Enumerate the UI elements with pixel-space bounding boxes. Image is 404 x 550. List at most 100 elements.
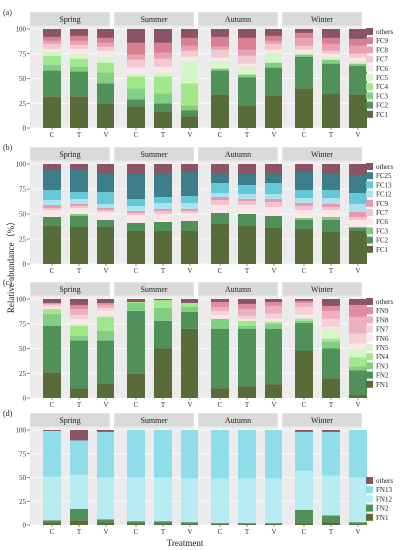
bar-segment-fc8 [43,40,61,44]
bar-segment-fc7 [127,213,145,215]
bar-segment-fc7 [70,44,88,49]
bar-segment-fc6 [43,210,61,217]
x-tick-label: C [134,131,139,139]
bar-segment-others [127,299,145,302]
facet-strip-label: Summer [140,416,167,425]
x-tick-label: T [161,401,166,409]
x-tick-label: C [50,401,55,409]
x-tick-label: V [271,401,276,409]
bar-segment-fn2 [127,310,145,374]
bar-segment-fn9 [97,302,115,305]
bar-segment-fn4 [181,302,199,307]
bar-segment-fc7 [349,217,367,220]
bar-segment-fn13 [97,431,115,478]
bar-segment-fn4 [322,338,340,342]
facet-summer: Summer C T V [113,412,199,536]
bar-segment-fn12 [43,476,61,521]
facet-winter: Winter C T V [281,412,367,536]
bar-segment-fn13 [127,430,145,478]
legend-label: FC2 [376,102,389,110]
bar-segment-fn9 [238,303,256,309]
bar-segment-fc6 [238,63,256,67]
bar-segment-fc9 [97,208,115,210]
x-tick-label: V [103,528,108,536]
bar-segment-fc2 [322,63,340,94]
bar-segment-fc5 [154,72,172,77]
bar-segment-fc5 [265,52,283,63]
panel-0: (a) 0 25 50 75 100 Spring C T V Summer C T V Autumn C T V… [3,8,393,139]
bar-segment-others [43,430,61,431]
legend-swatch [366,209,373,216]
legend-swatch [366,353,373,361]
bar-segment-others [322,430,340,432]
bar-segment-fn1 [349,395,367,398]
bar-segment-fc7 [265,202,283,207]
legend-swatch [366,199,373,207]
facet-winter: Winter C T V [281,146,367,275]
bar-segment-fn2 [265,523,283,525]
bar-segment-fc1 [97,227,115,264]
y-tick-label: 100 [16,26,27,34]
bar-segment-fn1 [322,522,340,525]
bar-segment-others [181,299,199,303]
bar-segment-fn3 [238,325,256,329]
bar-segment-fc12 [295,198,313,203]
y-tick-label: 100 [16,296,27,304]
bar-segment-fc3 [322,59,340,64]
bar-segment-fc7 [70,206,88,208]
bar-segment-fc7 [211,49,229,58]
bar-segment-fc9 [70,204,88,206]
bar-segment-fc9 [322,204,340,207]
bar-segment-fc25 [181,172,199,196]
bar-segment-fc8 [154,52,172,59]
bar-segment-fc8 [295,37,313,46]
bar-segment-fc8 [265,40,283,44]
x-tick-label: T [245,528,250,536]
legend-label: FC4 [376,83,389,91]
bar-segment-fn1 [127,523,145,525]
facet-strip-label: Autumn [225,15,251,24]
bar-segment-fc3 [211,68,229,71]
x-tick-label: T [329,528,334,536]
bar-segment-fn3 [97,330,115,341]
bar-segment-fn1 [127,373,145,398]
bar-segment-fc9 [43,205,61,208]
bar-segment-fn7 [322,318,340,327]
bar-segment-fc2 [97,83,115,104]
legend-label: FC6 [376,65,389,73]
bar-segment-fc13 [295,190,313,198]
bar-segment-fc2 [265,216,283,228]
bar-segment-fc25 [265,173,283,183]
x-tick-label: V [187,267,192,275]
bar-segment-fc9 [265,199,283,202]
facet-strip-label: Summer [140,285,167,294]
bar-segment-fc6 [181,213,199,221]
bar-segment-fc5 [181,60,199,84]
bar-segment-fn8 [97,304,115,308]
bar-segment-fn2 [322,515,340,523]
bar-segment-fc13 [43,190,61,200]
bar-segment-fc12 [322,198,340,204]
bar-segment-fn7 [97,307,115,311]
bar-segment-fc1 [238,226,256,264]
bar-segment-fc25 [211,173,229,183]
x-tick-label: T [245,267,250,275]
legend-label: others [376,163,393,171]
bar-segment-fc2 [295,56,313,89]
bar-segment-fn2 [154,521,172,524]
bar-segment-fc13 [70,192,88,199]
bar-segment-fc1 [70,96,88,128]
bar-segment-fc2 [70,216,88,227]
bar-segment-fc9 [265,35,283,41]
legend-swatch [366,325,373,333]
bar-segment-fc3 [295,218,313,220]
bar-segment-fn2 [238,328,256,387]
bar-segment-fn12 [70,474,88,509]
bar-segment-fc3 [349,227,367,228]
bar-segment-fn2 [70,340,88,389]
x-tick-label: V [355,267,360,275]
bar-segment-fc1 [322,93,340,128]
bar-segment-fc7 [265,43,283,50]
panel-2: (c) 0 25 50 75 100 Spring C T V Summer C T V Autumn C T V… [3,278,393,409]
bar-segment-fn1 [181,524,199,525]
